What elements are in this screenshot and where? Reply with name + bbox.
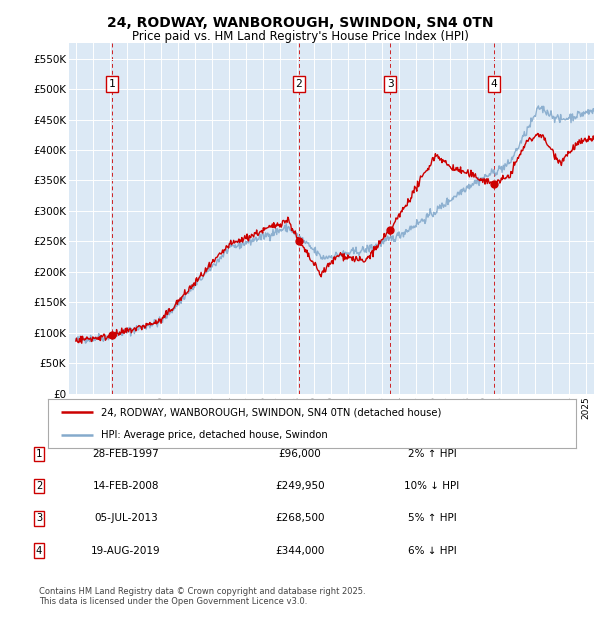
Text: £96,000: £96,000 (278, 449, 322, 459)
Text: Contains HM Land Registry data © Crown copyright and database right 2025.
This d: Contains HM Land Registry data © Crown c… (39, 587, 365, 606)
Text: 4: 4 (491, 79, 497, 89)
Text: £268,500: £268,500 (275, 513, 325, 523)
Text: 19-AUG-2019: 19-AUG-2019 (91, 546, 161, 556)
Text: 28-FEB-1997: 28-FEB-1997 (92, 449, 160, 459)
Text: 4: 4 (36, 546, 42, 556)
Text: 14-FEB-2008: 14-FEB-2008 (93, 481, 159, 491)
Text: 3: 3 (36, 513, 42, 523)
Text: 2% ↑ HPI: 2% ↑ HPI (407, 449, 457, 459)
Text: Price paid vs. HM Land Registry's House Price Index (HPI): Price paid vs. HM Land Registry's House … (131, 30, 469, 43)
Text: 24, RODWAY, WANBOROUGH, SWINDON, SN4 0TN (detached house): 24, RODWAY, WANBOROUGH, SWINDON, SN4 0TN… (101, 407, 441, 417)
Text: £344,000: £344,000 (275, 546, 325, 556)
Text: 1: 1 (109, 79, 115, 89)
Text: 1: 1 (36, 449, 42, 459)
Text: 6% ↓ HPI: 6% ↓ HPI (407, 546, 457, 556)
Text: 05-JUL-2013: 05-JUL-2013 (94, 513, 158, 523)
Text: 24, RODWAY, WANBOROUGH, SWINDON, SN4 0TN: 24, RODWAY, WANBOROUGH, SWINDON, SN4 0TN (107, 16, 493, 30)
Text: 10% ↓ HPI: 10% ↓ HPI (404, 481, 460, 491)
Text: 2: 2 (36, 481, 42, 491)
Text: 2: 2 (295, 79, 302, 89)
Text: HPI: Average price, detached house, Swindon: HPI: Average price, detached house, Swin… (101, 430, 328, 440)
Text: 3: 3 (387, 79, 394, 89)
Text: £249,950: £249,950 (275, 481, 325, 491)
Text: 5% ↑ HPI: 5% ↑ HPI (407, 513, 457, 523)
